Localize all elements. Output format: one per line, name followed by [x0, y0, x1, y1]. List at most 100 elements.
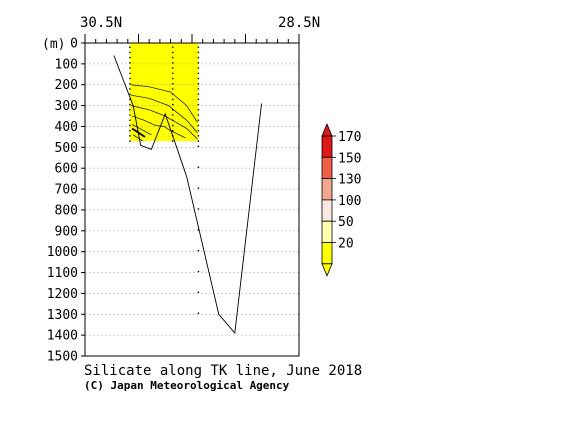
station-sample-dot	[129, 62, 131, 64]
station-sample-dot	[197, 98, 200, 101]
station-sample-dot	[129, 67, 131, 69]
station-sample-dot	[171, 108, 174, 111]
high-silicate-region	[129, 43, 199, 142]
y-tick-label: 600	[55, 162, 78, 177]
station-sample-dot	[197, 135, 200, 137]
station-sample-dot	[129, 46, 131, 48]
station-sample-dot	[171, 77, 174, 80]
contour-line	[130, 84, 198, 123]
station-sample-dot	[129, 114, 131, 116]
contour-line	[131, 124, 152, 136]
legend-label: 150	[338, 151, 361, 166]
station-sample-dot	[129, 77, 131, 80]
color-legend: 170 150 130 100 50 20	[321, 122, 361, 277]
y-tick-label: 1400	[47, 329, 78, 344]
station-sample-dot	[197, 208, 200, 210]
station-sample-dot	[197, 51, 200, 54]
station-sample-dot	[197, 291, 200, 294]
station-sample-dot	[197, 249, 200, 252]
station-sample-dot	[197, 119, 200, 122]
legend-swatch	[321, 135, 333, 158]
station-sample-dot	[129, 56, 131, 59]
legend-swatch	[321, 220, 333, 243]
chart-title: Silicate along TK line, June 2018	[84, 363, 362, 379]
station-sample-dot	[129, 124, 131, 127]
station-sample-dot	[171, 51, 174, 54]
station-sample-dot	[197, 88, 200, 90]
y-tick-label: 100	[55, 57, 78, 72]
station-sample-dot	[197, 166, 200, 168]
station-sample-dot	[171, 140, 174, 142]
y-tick-label: 200	[55, 78, 78, 93]
legend-label: 20	[338, 237, 354, 252]
station-sample-dot	[171, 103, 174, 106]
station-sample-dot	[197, 56, 200, 59]
station-sample-dot	[197, 270, 200, 273]
station-sample-dot	[129, 88, 131, 90]
legend-swatch	[321, 178, 333, 201]
station-sample-dot	[197, 129, 200, 132]
station-sample-dot	[129, 72, 131, 75]
legend-label: 100	[338, 194, 361, 209]
legend-label: 50	[338, 215, 354, 230]
station-sample-dot	[197, 145, 200, 148]
y-unit-label: (m)	[42, 37, 65, 52]
station-sample-dot	[171, 88, 174, 90]
credit-text: (C) Japan Meteorological Agency	[84, 379, 290, 392]
y-tick-label: 1200	[47, 287, 78, 302]
legend-swatch	[321, 199, 333, 222]
station-sample-dot	[171, 62, 174, 64]
station-sample-dot	[129, 119, 131, 122]
station-sample-dot	[197, 108, 200, 111]
y-tick-label: 1500	[47, 350, 78, 365]
station-sample-dot	[197, 82, 200, 85]
station-sample-dot	[197, 46, 200, 48]
station-sample-dot	[129, 103, 131, 106]
legend-top-arrow	[321, 122, 333, 137]
legend-swatch	[321, 242, 333, 265]
latitude-ticks	[84, 34, 300, 43]
y-tick-label: 0	[70, 37, 78, 52]
station-sample-dot	[171, 93, 174, 95]
station-sample-dot	[197, 312, 200, 315]
legend-label: 130	[338, 173, 361, 188]
legend-bottom-arrow	[321, 263, 333, 277]
station-sample-dot	[171, 46, 174, 48]
y-tick-label: 300	[55, 99, 78, 114]
x-label-left: 30.5N	[80, 15, 122, 31]
seafloor-profile	[113, 55, 262, 335]
y-tick-label: 700	[55, 183, 78, 198]
legend-swatch	[321, 156, 333, 180]
contour-line	[130, 94, 198, 133]
station-sample-dot	[197, 67, 200, 69]
station-sample-dot	[129, 108, 131, 111]
y-tick-label: 1300	[47, 308, 78, 323]
contour-line	[130, 105, 198, 140]
station-sample-dot	[171, 56, 174, 59]
station-sample-dot	[171, 114, 174, 116]
station-sample-dot	[197, 140, 200, 142]
station-sample-dot	[129, 93, 131, 95]
y-tick-label: 1100	[47, 266, 78, 281]
station-sample-dot	[197, 72, 200, 75]
station-sample-dot	[171, 129, 174, 132]
y-tick-label: 900	[55, 224, 78, 239]
station-sample-dot	[129, 51, 131, 54]
station-sample-dot	[197, 77, 200, 80]
x-label-right: 28.5N	[278, 15, 320, 31]
station-sample-dot	[171, 67, 174, 69]
station-sample-dot	[129, 82, 131, 85]
y-tick-label: 800	[55, 203, 78, 218]
station-sample-dot	[197, 187, 200, 189]
station-sample-dot	[197, 103, 200, 106]
y-tick-label: 1000	[47, 245, 78, 260]
contour-line	[132, 134, 143, 142]
depth-ticks: 0 100 200 300 400 500 600 700 800 900 1000 1100 1200…	[47, 37, 85, 365]
y-tick-label: 400	[55, 120, 78, 135]
legend-label: 170	[338, 130, 361, 145]
station-sample-dot	[171, 124, 174, 127]
station-sample-dot	[129, 129, 131, 132]
station-sample-dot	[171, 82, 174, 85]
station-sample-dot	[197, 124, 200, 127]
